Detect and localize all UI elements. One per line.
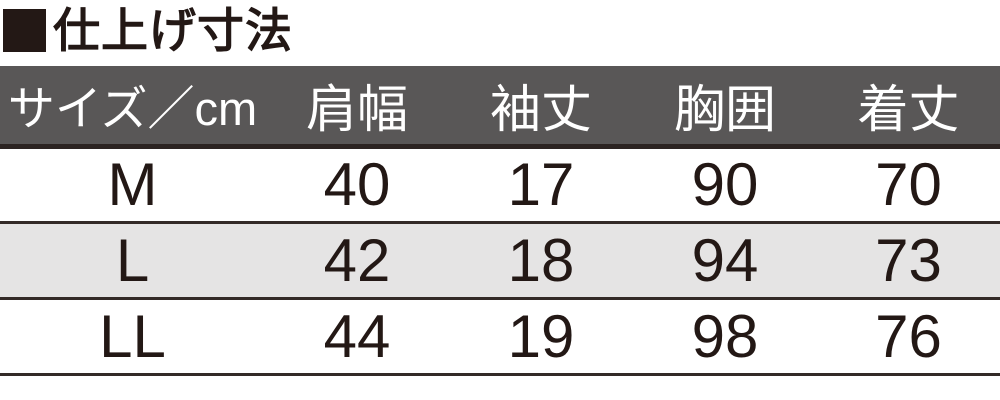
cell-shoulder-width: 40 <box>265 146 449 224</box>
header-cell-body-length: 着丈 <box>817 66 1000 149</box>
size-table: サイズ／cm 肩幅 袖丈 胸囲 着丈 M 40 17 90 70 L 42 18… <box>0 66 1000 376</box>
cell-size-label: L <box>0 222 265 300</box>
header-row: サイズ／cm 肩幅 袖丈 胸囲 着丈 <box>0 66 1000 149</box>
cell-chest: 98 <box>633 298 817 376</box>
cell-shoulder-width: 44 <box>265 298 449 376</box>
cell-body-length: 76 <box>817 298 1000 376</box>
header-cell-sleeve-length: 袖丈 <box>449 66 633 149</box>
table-row-l: L 42 18 94 73 <box>0 222 1000 300</box>
header-cell-chest: 胸囲 <box>633 66 817 149</box>
cell-sleeve-length: 17 <box>449 146 633 224</box>
cell-body-length: 73 <box>817 222 1000 300</box>
page-title-text: 仕上げ寸法 <box>53 3 293 57</box>
cell-shoulder-width: 42 <box>265 222 449 300</box>
header-cell-shoulder-width: 肩幅 <box>265 66 449 149</box>
table-row-m: M 40 17 90 70 <box>0 146 1000 224</box>
cell-sleeve-length: 18 <box>449 222 633 300</box>
cell-chest: 94 <box>633 222 817 300</box>
cell-size-label: M <box>0 146 265 224</box>
header-cell-size-cm: サイズ／cm <box>0 66 265 149</box>
page-title: 仕上げ寸法 <box>3 4 293 56</box>
square-bullet-icon <box>3 8 46 52</box>
cell-sleeve-length: 19 <box>449 298 633 376</box>
cell-body-length: 70 <box>817 146 1000 224</box>
cell-size-label: LL <box>0 298 265 376</box>
table-row-ll: LL 44 19 98 76 <box>0 298 1000 376</box>
cell-chest: 90 <box>633 146 817 224</box>
